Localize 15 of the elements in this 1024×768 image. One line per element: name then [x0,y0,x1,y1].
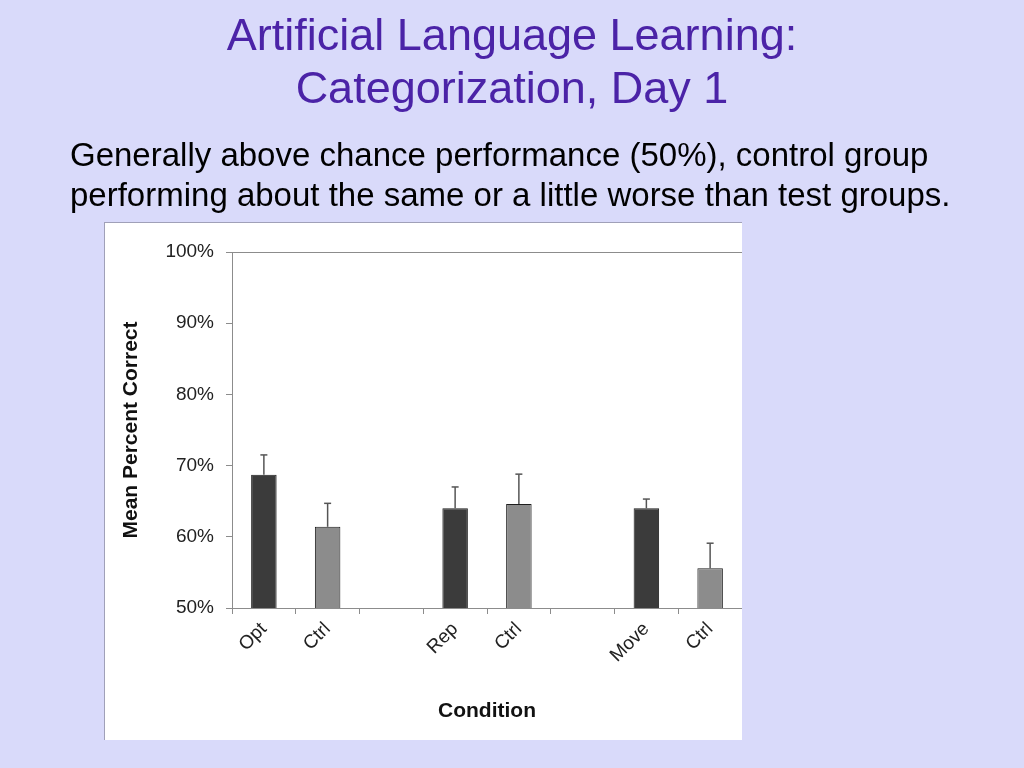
x-tick-label: Opt [233,617,271,655]
y-tick-label: 60% [175,525,215,547]
x-tick-label: Ctrl [680,617,717,654]
x-tick-label: Ctrl [489,617,526,654]
chart-title: Artificial Language Learning: Categorization, Day 1 [225,8,799,114]
y-tick-label: 50% [175,596,215,618]
x-tick-label: Ctrl [298,617,335,654]
y-axis-title: Mean Percent Correct [118,321,142,539]
y-tick-label: 70% [175,453,215,475]
y-tick-label: 100% [165,240,215,262]
x-tick-label: Rep [422,617,462,658]
y-tick-label: 80% [175,382,215,404]
x-axis-title: Condition [438,698,536,722]
chart-subtitle: Generally above chance performance (50%), control group performing about the same or a little worse than test groups. [70,135,952,215]
y-tick-label: 90% [175,311,215,333]
